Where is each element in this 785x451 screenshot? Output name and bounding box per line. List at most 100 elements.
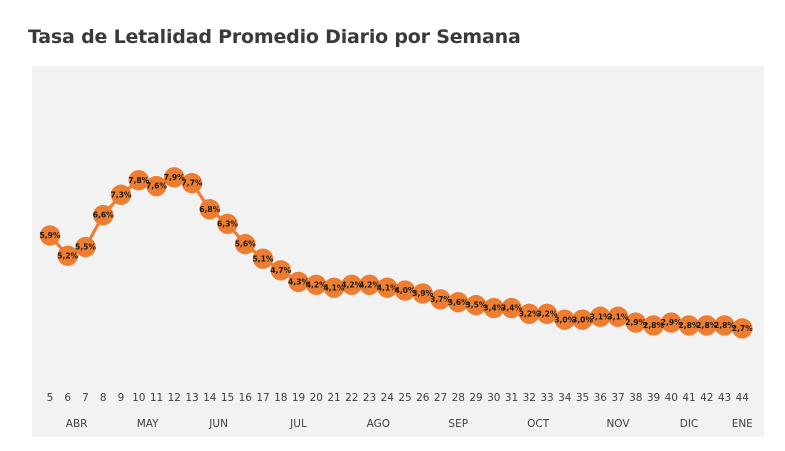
data-label: 4,7% — [270, 266, 291, 275]
data-label: 2,9% — [661, 318, 682, 327]
data-point — [714, 315, 735, 336]
x-tick-label: 37 — [611, 392, 624, 404]
x-tick-label: 33 — [540, 392, 553, 404]
x-tick-label: 7 — [82, 392, 89, 404]
data-point — [341, 274, 362, 295]
x-tick-label: 23 — [363, 392, 376, 404]
data-label: 6,6% — [93, 211, 114, 220]
x-tick-label: 5 — [47, 392, 54, 404]
data-point — [128, 170, 149, 191]
data-point — [252, 248, 274, 269]
data-point — [572, 309, 593, 330]
data-point — [696, 315, 717, 336]
line-chart: 5,9% 5,2%5,5% 6,6% 7,3% 7,8%7,6%7,9%7,7% 6,8%… — [32, 66, 764, 437]
data-point — [554, 309, 575, 330]
data-point — [93, 204, 114, 226]
x-tick-label: 14 — [203, 392, 217, 404]
data-label: 3,6% — [448, 298, 469, 307]
chart-plot-area: 5,9% 5,2% 5,5% 6,6% 7,3% 7,8% 7,6% 7,9% 7,7% 6,8%… — [32, 66, 764, 437]
month-label: MAY — [137, 418, 159, 430]
month-label: NOV — [606, 418, 630, 430]
x-tick-label: 36 — [594, 392, 608, 404]
x-tick-label: 13 — [185, 392, 198, 404]
x-tick-label: 16 — [239, 392, 253, 404]
data-label: 7,7% — [181, 179, 202, 188]
x-tick-label: 20 — [310, 392, 323, 404]
x-tick-label: 18 — [274, 392, 287, 404]
x-tick-label: 31 — [505, 392, 518, 404]
data-label: 4,3% — [288, 277, 309, 286]
data-point — [465, 294, 487, 316]
data-point — [306, 274, 327, 295]
data-point — [590, 306, 611, 327]
data-label: 7,3% — [110, 190, 131, 199]
data-label: 5,1% — [252, 254, 273, 263]
data-point — [57, 245, 78, 266]
data-point — [678, 315, 700, 336]
x-tick-label: 11 — [150, 392, 163, 404]
data-point — [430, 289, 451, 310]
month-label: AGO — [367, 418, 390, 430]
data-label: 2,9% — [625, 318, 646, 327]
data-label: 3,1% — [590, 312, 611, 321]
x-tick-label: 27 — [434, 392, 447, 404]
month-label: OCT — [527, 418, 550, 430]
x-tick-label: 19 — [292, 392, 305, 404]
x-tick-label: 38 — [629, 392, 642, 404]
data-point — [412, 283, 433, 304]
data-label: 5,9% — [39, 231, 60, 240]
data-label: 3,4% — [501, 304, 522, 313]
x-tick-label: 22 — [345, 392, 358, 404]
data-point — [146, 175, 167, 197]
x-tick-label: 12 — [168, 392, 181, 404]
month-label: SEP — [448, 418, 468, 430]
month-label: DIC — [680, 418, 699, 430]
data-point — [732, 318, 753, 339]
data-point — [625, 312, 646, 333]
x-tick-label: 44 — [736, 392, 750, 404]
x-tick-label: 43 — [718, 392, 731, 404]
x-tick-label: 29 — [469, 392, 482, 404]
data-point — [519, 303, 540, 325]
data-label: 5,6% — [235, 240, 256, 249]
x-tick-label: 21 — [327, 392, 340, 404]
data-point — [235, 233, 256, 255]
month-label: JUL — [289, 418, 307, 430]
data-point — [483, 297, 504, 319]
data-point — [39, 225, 61, 246]
data-label: 4,1% — [323, 283, 344, 292]
data-point — [164, 167, 185, 188]
data-point — [323, 277, 345, 298]
x-tick-label: 30 — [487, 392, 500, 404]
x-tick-label: 26 — [416, 392, 430, 404]
data-label: 3,7% — [430, 295, 451, 304]
data-label: 7,8% — [128, 176, 149, 185]
data-point — [110, 184, 132, 205]
data-label: 3,4% — [483, 304, 504, 313]
x-tick-label: 32 — [523, 392, 536, 404]
data-label: 3,2% — [536, 309, 557, 318]
x-tick-label: 24 — [381, 392, 395, 404]
x-tick-label: 28 — [452, 392, 465, 404]
x-tick-label: 25 — [398, 392, 411, 404]
x-tick-label: 40 — [665, 392, 678, 404]
data-label: 3,9% — [412, 289, 433, 298]
data-label: 2,8% — [678, 321, 699, 330]
data-point — [607, 306, 629, 327]
data-label: 3,5% — [465, 301, 486, 310]
x-tick-label: 17 — [256, 392, 269, 404]
data-point — [75, 236, 96, 258]
data-point — [448, 292, 469, 313]
data-label: 3,2% — [519, 309, 540, 318]
data-point — [536, 303, 558, 325]
month-label: JUN — [208, 418, 228, 430]
data-label: 2,7% — [732, 324, 753, 333]
data-label: 2,8% — [696, 321, 717, 330]
x-tick-label: 42 — [700, 392, 713, 404]
chart-title: Tasa de Letalidad Promedio Diario por Se… — [28, 26, 521, 48]
data-label: 3,1% — [607, 312, 628, 321]
x-tick-label: 41 — [682, 392, 695, 404]
data-point — [643, 315, 664, 336]
month-label: ENE — [732, 418, 753, 430]
data-label: 5,2% — [57, 251, 78, 260]
